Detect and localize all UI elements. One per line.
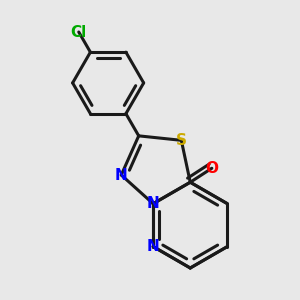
Text: O: O (205, 161, 218, 176)
Text: S: S (176, 133, 187, 148)
Text: N: N (147, 196, 160, 211)
Text: N: N (115, 167, 128, 182)
Text: N: N (147, 239, 160, 254)
Text: Cl: Cl (70, 25, 87, 40)
